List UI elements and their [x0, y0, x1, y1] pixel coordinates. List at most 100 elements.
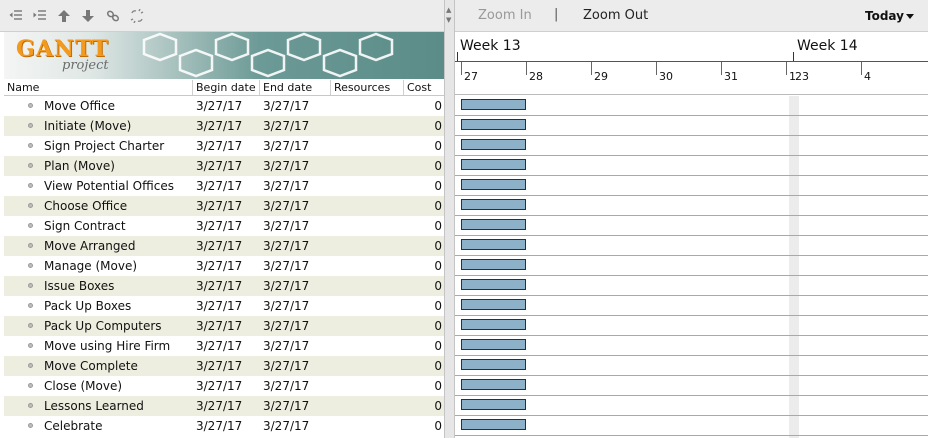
task-bar[interactable]: [461, 159, 526, 170]
task-end-date[interactable]: 3/27/17: [263, 319, 310, 333]
task-row[interactable]: Sign Contract 3/27/17 3/27/17 0: [4, 216, 444, 236]
task-begin-date[interactable]: 3/27/17: [196, 399, 243, 413]
task-row[interactable]: Move Office 3/27/17 3/27/17 0: [4, 96, 444, 116]
column-header-name[interactable]: Name: [4, 80, 193, 95]
link-icon[interactable]: [106, 9, 120, 23]
task-begin-date[interactable]: 3/27/17: [196, 319, 243, 333]
task-row[interactable]: Plan (Move) 3/27/17 3/27/17 0: [4, 156, 444, 176]
task-end-date[interactable]: 3/27/17: [263, 119, 310, 133]
task-bar[interactable]: [461, 119, 526, 130]
task-end-date[interactable]: 3/27/17: [263, 219, 310, 233]
task-begin-date[interactable]: 3/27/17: [196, 419, 243, 433]
task-bar[interactable]: [461, 239, 526, 250]
task-name[interactable]: Sign Project Charter: [44, 139, 165, 153]
task-name[interactable]: Initiate (Move): [44, 119, 132, 133]
task-begin-date[interactable]: 3/27/17: [196, 99, 243, 113]
move-down-icon[interactable]: [81, 9, 95, 23]
move-up-icon[interactable]: [57, 9, 71, 23]
task-cost[interactable]: 0: [434, 419, 442, 433]
task-name[interactable]: Move using Hire Firm: [44, 339, 171, 353]
task-cost[interactable]: 0: [434, 99, 442, 113]
task-begin-date[interactable]: 3/27/17: [196, 359, 243, 373]
task-bar[interactable]: [461, 319, 526, 330]
task-name[interactable]: Move Office: [44, 99, 116, 113]
task-cost[interactable]: 0: [434, 199, 442, 213]
unlink-icon[interactable]: [130, 8, 144, 24]
task-bar[interactable]: [461, 99, 526, 110]
task-begin-date[interactable]: 3/27/17: [196, 279, 243, 293]
task-row[interactable]: Move Complete 3/27/17 3/27/17 0: [4, 356, 444, 376]
task-begin-date[interactable]: 3/27/17: [196, 179, 243, 193]
task-begin-date[interactable]: 3/27/17: [196, 199, 243, 213]
today-dropdown[interactable]: Today: [865, 9, 904, 23]
collapse-down-icon[interactable]: ▼: [446, 16, 452, 24]
column-header-cost[interactable]: Cost: [407, 81, 432, 94]
task-name[interactable]: Lessons Learned: [44, 399, 144, 413]
task-bar[interactable]: [461, 299, 526, 310]
task-name[interactable]: Move Arranged: [44, 239, 136, 253]
task-row[interactable]: View Potential Offices 3/27/17 3/27/17 0: [4, 176, 444, 196]
task-name[interactable]: Issue Boxes: [44, 279, 115, 293]
task-cost[interactable]: 0: [434, 119, 442, 133]
task-end-date[interactable]: 3/27/17: [263, 99, 310, 113]
task-row[interactable]: Celebrate 3/27/17 3/27/17 0: [4, 416, 444, 436]
task-name[interactable]: Celebrate: [44, 419, 103, 433]
task-row[interactable]: Sign Project Charter 3/27/17 3/27/17 0: [4, 136, 444, 156]
task-row[interactable]: Pack Up Boxes 3/27/17 3/27/17 0: [4, 296, 444, 316]
task-cost[interactable]: 0: [434, 299, 442, 313]
task-name[interactable]: Pack Up Boxes: [44, 299, 132, 313]
task-row[interactable]: Move using Hire Firm 3/27/17 3/27/17 0: [4, 336, 444, 356]
zoom-in-button[interactable]: Zoom In: [478, 8, 532, 23]
task-bar[interactable]: [461, 279, 526, 290]
task-begin-date[interactable]: 3/27/17: [196, 259, 243, 273]
task-bar[interactable]: [461, 179, 526, 190]
task-end-date[interactable]: 3/27/17: [263, 279, 310, 293]
task-end-date[interactable]: 3/27/17: [263, 179, 310, 193]
chevron-down-icon[interactable]: [906, 14, 914, 19]
task-bar[interactable]: [461, 379, 526, 390]
column-header-resources[interactable]: Resources: [331, 80, 404, 95]
task-name[interactable]: Close (Move): [44, 379, 123, 393]
task-row[interactable]: Lessons Learned 3/27/17 3/27/17 0: [4, 396, 444, 416]
task-row[interactable]: Pack Up Computers 3/27/17 3/27/17 0: [4, 316, 444, 336]
task-name[interactable]: Plan (Move): [44, 159, 115, 173]
task-cost[interactable]: 0: [434, 359, 442, 373]
column-header-begin-date[interactable]: Begin date: [193, 80, 260, 95]
task-begin-date[interactable]: 3/27/17: [196, 299, 243, 313]
task-end-date[interactable]: 3/27/17: [263, 299, 310, 313]
task-bar[interactable]: [461, 139, 526, 150]
task-row[interactable]: Manage (Move) 3/27/17 3/27/17 0: [4, 256, 444, 276]
task-end-date[interactable]: 3/27/17: [263, 359, 310, 373]
task-begin-date[interactable]: 3/27/17: [196, 239, 243, 253]
splitter-handle[interactable]: ▲ ▼: [444, 0, 455, 438]
zoom-out-button[interactable]: Zoom Out: [583, 8, 649, 23]
task-name[interactable]: Sign Contract: [44, 219, 126, 233]
task-row[interactable]: Move Arranged 3/27/17 3/27/17 0: [4, 236, 444, 256]
task-end-date[interactable]: 3/27/17: [263, 139, 310, 153]
task-bar[interactable]: [461, 399, 526, 410]
task-cost[interactable]: 0: [434, 219, 442, 233]
task-begin-date[interactable]: 3/27/17: [196, 139, 243, 153]
task-bar[interactable]: [461, 219, 526, 230]
task-row[interactable]: Choose Office 3/27/17 3/27/17 0: [4, 196, 444, 216]
task-bar[interactable]: [461, 419, 526, 430]
task-row[interactable]: Initiate (Move) 3/27/17 3/27/17 0: [4, 116, 444, 136]
task-begin-date[interactable]: 3/27/17: [196, 119, 243, 133]
unindent-icon[interactable]: [9, 9, 23, 23]
task-end-date[interactable]: 3/27/17: [263, 419, 310, 433]
collapse-up-icon[interactable]: ▲: [446, 6, 452, 14]
task-cost[interactable]: 0: [434, 339, 442, 353]
task-end-date[interactable]: 3/27/17: [263, 339, 310, 353]
task-bar[interactable]: [461, 339, 526, 350]
task-begin-date[interactable]: 3/27/17: [196, 339, 243, 353]
task-bar[interactable]: [461, 359, 526, 370]
task-name[interactable]: Pack Up Computers: [44, 319, 162, 333]
task-end-date[interactable]: 3/27/17: [263, 159, 310, 173]
task-end-date[interactable]: 3/27/17: [263, 199, 310, 213]
task-cost[interactable]: 0: [434, 259, 442, 273]
task-name[interactable]: Move Complete: [44, 359, 138, 373]
task-begin-date[interactable]: 3/27/17: [196, 379, 243, 393]
task-name[interactable]: View Potential Offices: [44, 179, 174, 193]
task-end-date[interactable]: 3/27/17: [263, 379, 310, 393]
task-name[interactable]: Manage (Move): [44, 259, 138, 273]
